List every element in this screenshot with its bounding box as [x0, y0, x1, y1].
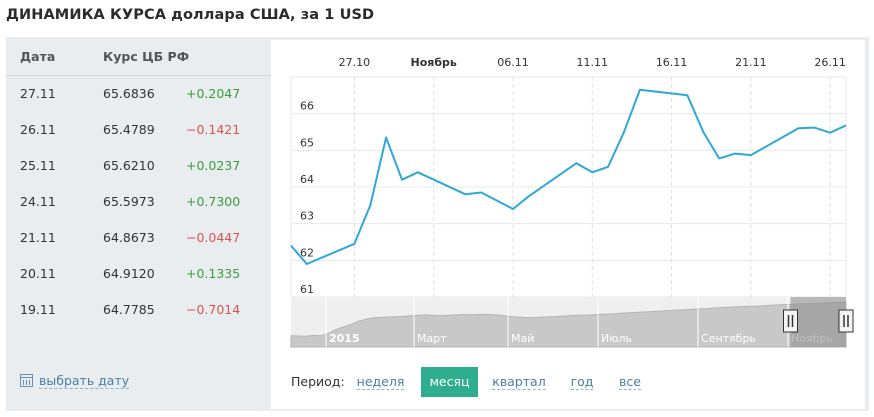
exchange-rate-chart[interactable]: 61 62 63 64 65 66 27.10 Ноябрь 06.11 11.11 16.11 21… — [271, 40, 865, 360]
navigator-label: Сентябрь — [701, 332, 756, 345]
navigator-left-handle[interactable] — [783, 309, 798, 333]
period-quarter-button[interactable]: квартал — [487, 367, 551, 397]
x-tick-label: 26.11 — [814, 56, 846, 69]
row-change: +0.2047 — [186, 86, 241, 101]
table-row: 19.11 64.7785 −0.7014 — [6, 292, 271, 328]
pick-date-link[interactable]: выбрать дату — [20, 373, 130, 389]
table-row: 24.11 65.5973 +0.7300 — [6, 184, 271, 220]
row-change: −0.7014 — [186, 302, 241, 317]
row-rate: 65.6210 — [103, 158, 155, 173]
row-rate: 65.5973 — [103, 194, 155, 209]
x-tick-label: Ноябрь — [411, 56, 457, 69]
navigator-area — [290, 301, 847, 348]
table-row: 26.11 65.4789 −0.1421 — [6, 112, 271, 148]
navigator-label: Июль — [601, 332, 632, 345]
row-date: 25.11 — [20, 158, 56, 173]
x-tick-label: 21.11 — [735, 56, 767, 69]
header-date: Дата — [20, 49, 56, 64]
x-tick-label: 27.10 — [339, 56, 371, 69]
row-date: 21.11 — [20, 230, 56, 245]
rate-series-line — [290, 88, 847, 265]
row-date: 19.11 — [20, 302, 56, 317]
currency-widget: Дата Курс ЦБ РФ 27.11 65.6836 +0.2047 26… — [6, 37, 869, 411]
period-label: Период: — [291, 374, 345, 389]
y-tick-label: 64 — [300, 173, 314, 186]
period-week-button[interactable]: неделя — [353, 367, 408, 397]
table-row: 21.11 64.8673 −0.0447 — [6, 220, 271, 256]
x-tick-label: 16.11 — [656, 56, 688, 69]
widget-title: ДИНАМИКА КУРСА доллара США, за 1 USD — [6, 7, 375, 23]
period-month-label: месяц — [429, 374, 470, 389]
navigator-label: Март — [417, 332, 447, 345]
period-year-label: год — [570, 374, 594, 390]
row-rate: 64.8673 — [103, 230, 155, 245]
row-rate: 64.7785 — [103, 302, 155, 317]
table-header: Дата Курс ЦБ РФ — [6, 37, 271, 76]
row-rate: 65.4789 — [103, 122, 155, 137]
row-date: 24.11 — [20, 194, 56, 209]
row-rate: 64.9120 — [103, 266, 155, 281]
period-all-button[interactable]: все — [615, 367, 645, 397]
row-date: 27.11 — [20, 86, 56, 101]
chart-panel: 61 62 63 64 65 66 27.10 Ноябрь 06.11 11.11 16.11 21… — [271, 40, 865, 409]
x-tick-label: 11.11 — [577, 56, 609, 69]
y-tick-label: 61 — [300, 283, 314, 296]
row-change: +0.1335 — [186, 266, 241, 281]
x-tick-label: 06.11 — [497, 56, 529, 69]
navigator-label: 2015 — [329, 332, 360, 345]
navigator-label: Май — [511, 332, 534, 345]
row-rate: 65.6836 — [103, 86, 155, 101]
row-change: +0.7300 — [186, 194, 241, 209]
period-week-label: неделя — [356, 374, 405, 390]
navigator-selection — [790, 297, 846, 347]
period-all-label: все — [619, 374, 641, 390]
table-row: 25.11 65.6210 +0.0237 — [6, 148, 271, 184]
y-tick-label: 66 — [300, 100, 314, 113]
table-row: 20.11 64.9120 +0.1335 — [6, 256, 271, 292]
rates-table: Дата Курс ЦБ РФ 27.11 65.6836 +0.2047 26… — [6, 37, 271, 317]
y-tick-label: 63 — [300, 210, 314, 223]
navigator-right-handle[interactable] — [838, 309, 854, 333]
period-year-button[interactable]: год — [567, 367, 597, 397]
row-change: −0.1421 — [186, 122, 241, 137]
row-date: 20.11 — [20, 266, 56, 281]
y-tick-label: 62 — [300, 246, 314, 259]
y-tick-label: 65 — [300, 136, 314, 149]
calendar-icon — [20, 374, 33, 387]
pick-date-label: выбрать дату — [39, 373, 130, 389]
table-row: 27.11 65.6836 +0.2047 — [6, 76, 271, 112]
period-quarter-label: квартал — [492, 374, 546, 390]
header-rate: Курс ЦБ РФ — [103, 49, 190, 64]
row-date: 26.11 — [20, 122, 56, 137]
row-change: +0.0237 — [186, 158, 241, 173]
period-month-button[interactable]: месяц — [421, 367, 478, 397]
row-change: −0.0447 — [186, 230, 241, 245]
